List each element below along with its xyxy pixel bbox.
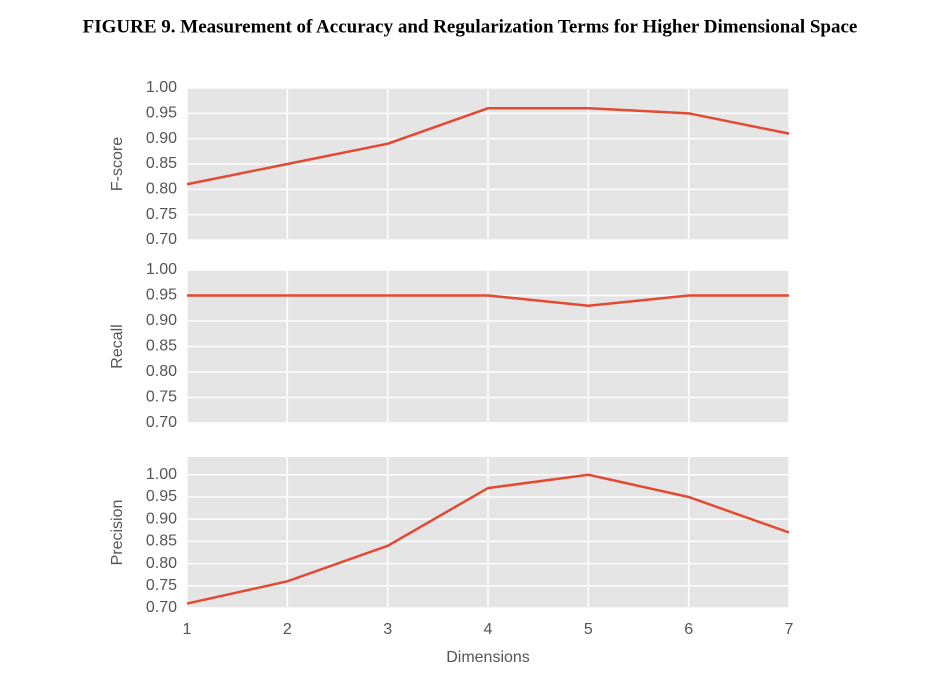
y-tick-label: 0.85 <box>146 533 177 550</box>
y-tick-label: 1.00 <box>146 79 177 96</box>
x-tick-label: 7 <box>785 621 794 638</box>
y-tick-label: 0.70 <box>146 414 177 431</box>
y-axis-label: F-score <box>109 137 126 191</box>
y-tick-label: 0.70 <box>146 599 177 616</box>
y-tick-label: 0.80 <box>146 363 177 380</box>
y-tick-label: 0.90 <box>146 312 177 329</box>
y-tick-label: 0.75 <box>146 389 177 406</box>
data-line <box>186 473 790 605</box>
x-axis-label: Dimensions <box>446 649 530 666</box>
y-tick-label: 0.75 <box>146 206 177 223</box>
y-tick-label: 0.90 <box>146 510 177 527</box>
y-tick-label: 0.70 <box>146 231 177 248</box>
y-tick-label: 0.90 <box>146 130 177 147</box>
y-axis-label: Precision <box>109 500 126 566</box>
y-axis-label: Recall <box>109 324 126 368</box>
x-tick-label: 4 <box>484 621 493 638</box>
y-tick-label: 0.80 <box>146 555 177 572</box>
y-tick-label: 0.85 <box>146 338 177 355</box>
data-line <box>186 107 790 186</box>
y-tick-label: 0.95 <box>146 287 177 304</box>
y-tick-label: 0.95 <box>146 105 177 122</box>
y-tick-label: 0.95 <box>146 488 177 505</box>
y-tick-label: 1.00 <box>146 466 177 483</box>
y-tick-label: 0.85 <box>146 155 177 172</box>
y-tick-label: 0.75 <box>146 577 177 594</box>
y-tick-label: 0.80 <box>146 181 177 198</box>
data-line <box>187 294 789 307</box>
x-tick-label: 1 <box>183 621 192 638</box>
x-tick-label: 6 <box>684 621 693 638</box>
x-tick-label: 3 <box>383 621 392 638</box>
x-tick-label: 2 <box>283 621 292 638</box>
figure-title: FIGURE 9. Measurement of Accuracy and Re… <box>83 16 858 37</box>
x-tick-label: 5 <box>584 621 593 638</box>
y-tick-label: 1.00 <box>146 261 177 278</box>
